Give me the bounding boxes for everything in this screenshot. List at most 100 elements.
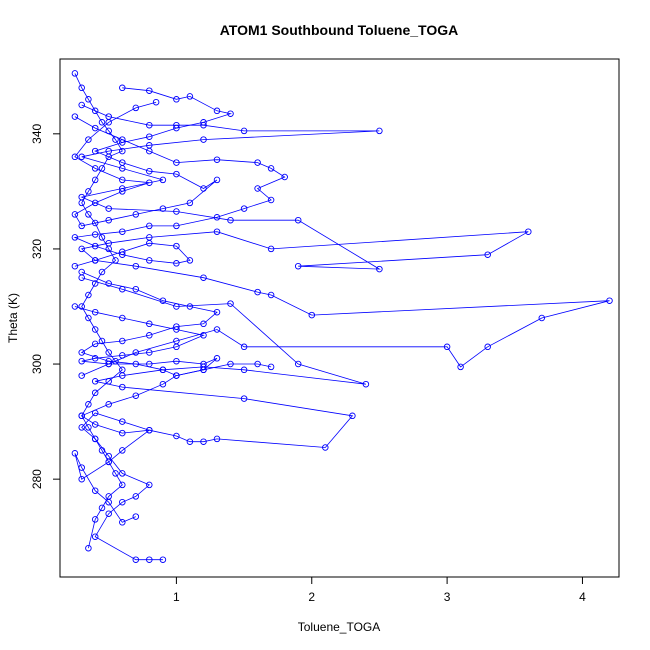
data-point	[85, 544, 92, 552]
data-point	[146, 121, 153, 129]
data-point	[71, 70, 79, 77]
data-point	[213, 214, 221, 221]
data-point	[308, 311, 316, 319]
data-point	[91, 199, 99, 207]
data-point	[119, 159, 126, 166]
series-line	[74, 87, 233, 227]
data-point	[105, 119, 112, 126]
data-point	[91, 326, 99, 333]
data-point	[85, 401, 92, 408]
data-point	[173, 208, 180, 215]
data-point	[294, 262, 302, 270]
data-point	[132, 211, 140, 218]
data-point	[78, 193, 85, 201]
data-point	[267, 363, 275, 371]
data-point	[91, 219, 99, 227]
data-point	[173, 222, 180, 230]
data-point	[443, 343, 451, 351]
data-point	[91, 355, 99, 362]
y-tick-label: 300	[30, 354, 44, 374]
data-point	[254, 288, 261, 296]
data-point	[484, 251, 491, 258]
x-axis: 1 2 3 4	[173, 576, 586, 604]
data-point	[240, 395, 248, 402]
data-point	[146, 320, 153, 328]
data-point	[85, 136, 92, 143]
data-point	[71, 211, 79, 218]
data-point	[105, 401, 112, 408]
data-point	[71, 262, 79, 270]
data-point	[173, 159, 180, 166]
data-point	[119, 188, 126, 195]
data-point	[98, 119, 106, 126]
data-point	[152, 98, 160, 106]
data-point	[200, 320, 207, 328]
data-point	[132, 285, 140, 293]
data-point	[294, 360, 302, 368]
data-point	[186, 93, 194, 100]
data-point	[173, 343, 180, 351]
y-tick-label: 280	[30, 469, 44, 489]
data-point	[267, 291, 275, 299]
data-point	[200, 185, 207, 192]
data-point	[98, 268, 106, 276]
data-point	[240, 343, 248, 351]
data-point	[105, 147, 112, 155]
data-point	[146, 426, 153, 434]
data-point	[146, 556, 153, 563]
data-point	[267, 245, 275, 253]
series-line	[81, 277, 367, 561]
data-point	[91, 421, 99, 428]
data-point	[173, 372, 180, 379]
data-point	[281, 173, 288, 181]
data-point	[119, 314, 126, 322]
data-point	[200, 366, 207, 374]
data-point	[71, 234, 79, 241]
data-point	[227, 360, 234, 368]
data-point	[91, 147, 99, 155]
data-point	[105, 349, 112, 356]
data-point	[78, 464, 85, 471]
data-point	[78, 245, 85, 253]
data-point	[78, 303, 85, 310]
data-point	[91, 308, 99, 316]
data-point	[132, 392, 140, 399]
series-layer	[71, 70, 613, 563]
data-point	[91, 231, 99, 238]
data-point	[85, 291, 92, 299]
data-point	[119, 383, 126, 391]
y-axis: 280 300 320 340	[30, 123, 61, 489]
data-point	[173, 357, 180, 365]
data-point	[606, 297, 613, 304]
data-point	[119, 228, 126, 235]
data-point	[159, 205, 167, 212]
data-point	[538, 314, 546, 322]
data-point	[254, 185, 261, 192]
data-point	[91, 487, 99, 494]
data-point	[213, 228, 221, 235]
data-point	[146, 133, 153, 140]
data-point	[119, 147, 126, 155]
data-point	[85, 424, 92, 431]
data-point	[105, 239, 112, 247]
data-point	[213, 355, 221, 362]
data-point	[91, 165, 99, 172]
series-line	[74, 306, 218, 523]
data-point	[119, 481, 126, 489]
data-point	[146, 332, 153, 339]
series-line	[80, 271, 272, 377]
data-point	[173, 96, 180, 103]
data-point	[71, 450, 79, 457]
data-point	[98, 504, 106, 512]
data-point	[146, 239, 153, 247]
data-point	[132, 360, 140, 368]
data-point	[119, 429, 126, 437]
data-point	[349, 412, 356, 420]
data-point	[173, 242, 180, 250]
data-point	[91, 533, 99, 540]
data-point	[186, 303, 194, 310]
data-point	[146, 257, 153, 264]
data-point	[146, 222, 153, 230]
data-point	[91, 516, 99, 523]
data-point	[91, 435, 99, 443]
